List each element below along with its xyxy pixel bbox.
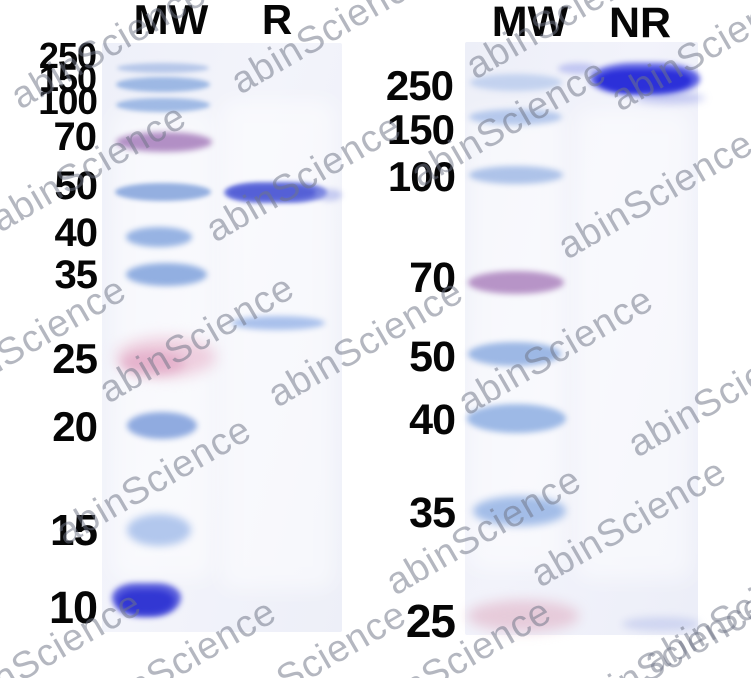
band-mw-70 bbox=[468, 271, 564, 294]
band-nr-250-core bbox=[597, 70, 691, 93]
mw-label-15-kda: 15 bbox=[50, 506, 98, 555]
band-nr-250-tail bbox=[558, 63, 598, 74]
band-mw-35 bbox=[473, 496, 566, 526]
band-mw-10-core bbox=[118, 590, 174, 614]
mw-label-150-kda: 150 bbox=[38, 58, 97, 99]
mw-label-100-kda: 100 bbox=[387, 153, 456, 200]
band-mw-25-pink bbox=[467, 600, 579, 632]
band-mw-50 bbox=[115, 183, 211, 201]
band-mw-100 bbox=[469, 166, 563, 184]
lane-header-nr: NR bbox=[608, 0, 672, 47]
mw-label-250-kda: 250 bbox=[38, 35, 97, 76]
lane-header-r: R bbox=[261, 0, 293, 43]
band-corner-smear bbox=[622, 617, 700, 631]
band-r-light-28 bbox=[231, 316, 325, 330]
mw-label-150-kda: 150 bbox=[386, 106, 455, 153]
mw-label-70-kda: 70 bbox=[409, 254, 456, 302]
non-reduced-gel-panel-lane-strip bbox=[576, 110, 692, 580]
mw-label-20-kda: 20 bbox=[52, 403, 98, 450]
mw-label-100-kda: 100 bbox=[38, 81, 98, 122]
mw-label-40-kda: 40 bbox=[54, 211, 99, 255]
mw-label-35-kda: 35 bbox=[409, 489, 456, 537]
band-mw-20 bbox=[127, 412, 197, 439]
band-mw-35 bbox=[126, 263, 207, 286]
band-r-heavy-50-tail bbox=[316, 189, 342, 201]
mw-label-40-kda: 40 bbox=[409, 396, 456, 444]
mw-label-25-kda: 25 bbox=[52, 335, 98, 382]
band-mw-150 bbox=[116, 77, 210, 92]
band-mw-100 bbox=[116, 98, 210, 112]
lane-header-mw: MW bbox=[491, 0, 569, 46]
mw-label-25-kda: 25 bbox=[405, 595, 456, 647]
mw-label-10-kda: 10 bbox=[48, 582, 98, 633]
mw-label-250-kda: 250 bbox=[385, 62, 454, 109]
reduced-gel-panel-lane-strip bbox=[220, 100, 336, 590]
band-nr-250-smear bbox=[635, 92, 705, 104]
mw-label-50-kda: 50 bbox=[54, 164, 99, 208]
mw-label-35-kda: 35 bbox=[54, 253, 99, 297]
band-mw-28-pink-core bbox=[121, 351, 185, 375]
band-mw-250 bbox=[117, 63, 209, 73]
band-mw-250 bbox=[470, 74, 562, 91]
mw-label-50-kda: 50 bbox=[409, 333, 456, 381]
non-reduced-gel-panel-lane-strip bbox=[468, 110, 564, 570]
mw-label-70-kda: 70 bbox=[53, 115, 98, 159]
band-mw-40 bbox=[467, 404, 566, 433]
band-mw-50 bbox=[468, 342, 561, 366]
band-mw-40 bbox=[126, 227, 192, 247]
band-mw-15 bbox=[127, 514, 191, 546]
band-mw-150 bbox=[469, 109, 562, 125]
band-mw-70 bbox=[116, 132, 212, 152]
band-r-heavy-50-core bbox=[228, 185, 316, 200]
lane-header-mw: MW bbox=[133, 0, 209, 43]
